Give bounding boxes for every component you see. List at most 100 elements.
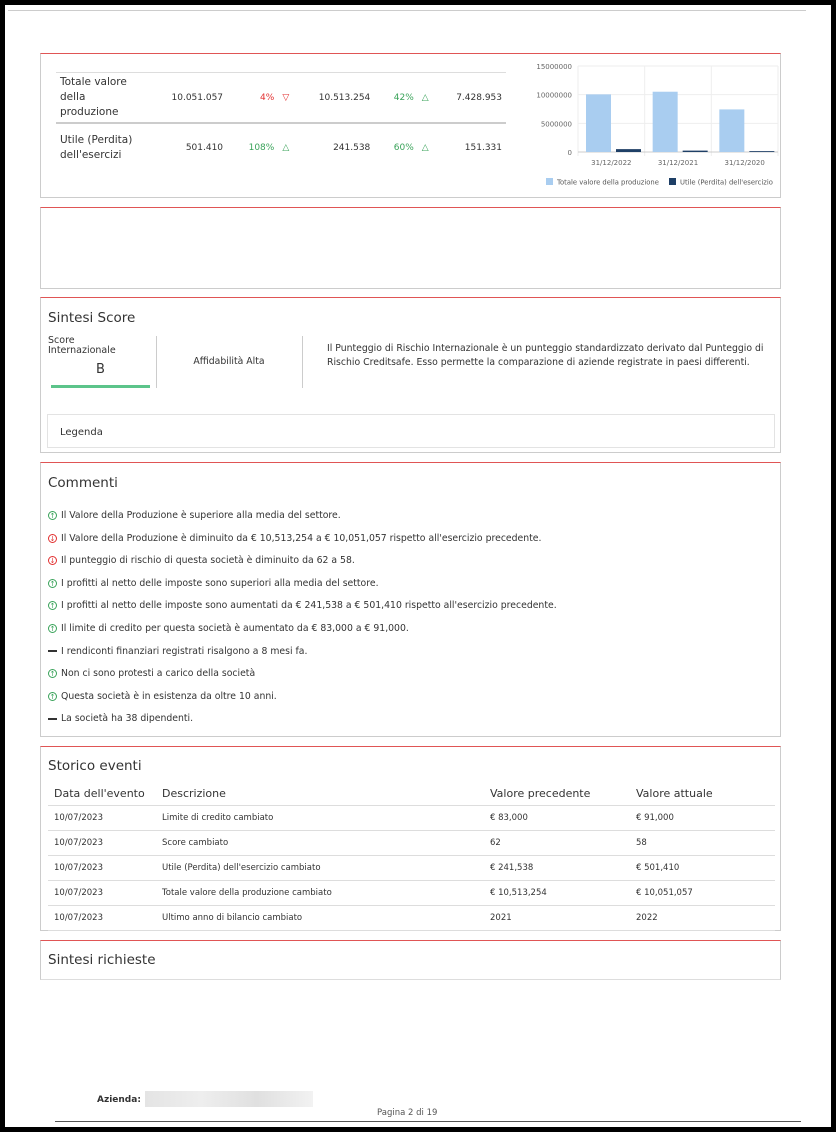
previous-value: 2021 (484, 905, 630, 931)
table-row: 10/07/2023 Ultimo anno di bilancio cambia… (48, 905, 775, 931)
legend-label: Totale valore della produzione (556, 179, 659, 187)
value-2020: 151.331 (464, 142, 502, 153)
comment-text: Questa società è in esistenza da oltre 1… (61, 690, 277, 702)
comment-text: Il Valore della Produzione è superiore a… (61, 510, 341, 521)
comment-item: ↑ I profitti al netto delle imposte sono … (48, 578, 379, 589)
bar (682, 150, 708, 152)
comment-text: Il Valore della Produzione è diminuito d… (61, 532, 542, 544)
comment-item: La società ha 38 dipendenti. (48, 713, 193, 724)
comment-item: ↑ Non ci sono protesti a carico della soc… (48, 668, 255, 679)
divider (302, 336, 303, 388)
company-label: Azienda: (97, 1095, 141, 1105)
previous-value: € 10,513,254 (484, 880, 630, 906)
comment-text: La società ha 38 dipendenti. (61, 713, 194, 725)
financial-bar-chart: 0 5000000 10000000 15000000 31/12/2022 31/12/… (536, 63, 779, 187)
event-date: 10/07/2023 (48, 880, 156, 906)
score-bar (51, 385, 150, 388)
redacted-company-name (145, 1091, 313, 1107)
column-header: Valore attuale (630, 783, 775, 806)
y-tick-label: 15000000 (536, 63, 572, 71)
arrow-up-circle-icon: ↑ (48, 511, 57, 520)
arrow-up-circle-icon: ↑ (48, 669, 57, 679)
delta-2: 42% △ (393, 92, 429, 103)
comment-item: I rendiconti finanziari registrati risal… (48, 646, 307, 657)
row-label: Utile (Perdita) dell'esercizi (60, 133, 133, 161)
dash-icon (48, 717, 57, 720)
arrow-up-circle-icon: ↑ (48, 601, 57, 611)
arrow-up-circle-icon: ↑ (48, 578, 57, 588)
column-header: Valore precedente (484, 783, 630, 806)
comment-item: ↑ Il Valore della Produzione è superiore … (48, 510, 341, 521)
x-tick-label: 31/12/2021 (658, 159, 698, 167)
requests-section: Sintesi richieste (40, 940, 781, 980)
event-date: 10/07/2023 (48, 905, 156, 931)
legend-panel[interactable]: Legenda (47, 414, 775, 448)
y-tick-label: 10000000 (536, 92, 572, 100)
current-value: € 501,410 (630, 855, 775, 881)
value-2022: 501.410 (185, 142, 224, 153)
page-number: Pagina 2 di 19 (377, 1108, 438, 1118)
comment-text: Il punteggio di rischio di questa societ… (61, 555, 355, 567)
row-label: Totale valore della produzione (60, 76, 127, 118)
table-row: 10/07/2023 Score cambiato 62 58 (48, 830, 775, 856)
report-page: Totale valore della produzione 10.051.05… (5, 5, 831, 1127)
event-description: Utile (Perdita) dell'esercizio cambiato (156, 855, 484, 881)
footer-divider (55, 1121, 801, 1122)
current-value: € 91,000 (630, 805, 775, 831)
bar (749, 151, 775, 152)
comment-text: Il limite di credito per questa società … (61, 623, 409, 634)
delta-2: 60% △ (393, 142, 429, 153)
previous-value: € 241,538 (484, 855, 630, 881)
arrow-down-circle-icon: ↓ (48, 556, 57, 566)
score-value: B (96, 362, 105, 377)
dash-icon (48, 650, 57, 653)
previous-value: 62 (484, 830, 630, 856)
comment-item: ↑ I profitti al netto delle imposte sono … (48, 600, 557, 611)
value-2020: 7.428.953 (456, 92, 502, 103)
triangle-down-icon: ▽ (282, 92, 290, 103)
comment-item: ↓ Il punteggio di rischio di questa socie… (48, 555, 355, 566)
triangle-up-icon: △ (421, 142, 429, 153)
comment-item: ↓ Il Valore della Produzione è diminuito … (48, 533, 541, 544)
previous-value: € 83,000 (484, 805, 630, 831)
comment-text: I rendiconti finanziari registrati risal… (61, 645, 308, 657)
bar (586, 94, 611, 152)
table-row: Utile (Perdita) dell'esercizi 501.410 10… (56, 123, 506, 171)
financial-table: Totale valore della produzione 10.051.05… (56, 72, 506, 171)
comment-item: ↑ Questa società è in esistenza da oltre … (48, 691, 277, 702)
events-table: Data dell'evento Descrizione Valore prec… (48, 783, 775, 931)
table-row: 10/07/2023 Totale valore della produzione… (48, 880, 775, 906)
section-title: Sintesi Score (48, 310, 136, 326)
column-header: Data dell'evento (48, 783, 156, 806)
events-section: Storico eventi Data dell'evento Descrizi… (40, 746, 781, 931)
table-row: Totale valore della produzione 10.051.05… (56, 72, 506, 124)
y-tick-label: 5000000 (541, 120, 572, 128)
event-description: Limite di credito cambiato (156, 805, 484, 831)
comment-text: Non ci sono protesti a carico della soci… (61, 668, 256, 680)
arrow-down-circle-icon: ↓ (48, 533, 57, 543)
table-row: 10/07/2023 Limite di credito cambiato € 83… (48, 805, 775, 831)
comment-text: I profitti al netto delle imposte sono s… (61, 577, 379, 589)
bar (652, 91, 678, 152)
event-description: Score cambiato (156, 830, 484, 856)
column-header: Descrizione (156, 783, 484, 806)
section-title: Sintesi richieste (48, 952, 156, 968)
y-tick-label: 0 (568, 149, 572, 157)
financial-section: Totale valore della produzione 10.051.05… (40, 53, 781, 198)
comments-section: Commenti ↑ Il Valore della Produzione è s… (40, 462, 781, 737)
score-section: Sintesi Score Score Internazionale B Aff… (40, 297, 781, 453)
value-2021: 241.538 (333, 142, 371, 153)
event-description: Totale valore della produzione cambiato (156, 880, 484, 906)
current-value: € 10,051,057 (630, 880, 775, 906)
comment-item: ↑ Il limite di credito per questa società… (48, 623, 409, 634)
bar (719, 109, 745, 152)
triangle-up-icon: △ (421, 92, 429, 103)
arrow-up-circle-icon: ↑ (48, 624, 57, 633)
section-title: Commenti (48, 475, 118, 491)
legend-swatch (669, 178, 676, 185)
x-tick-label: 31/12/2020 (724, 159, 764, 167)
current-value: 2022 (630, 905, 775, 931)
header-divider (8, 10, 806, 11)
arrow-up-circle-icon: ↑ (48, 691, 57, 701)
score-rating: Affidabilità Alta (193, 356, 265, 367)
